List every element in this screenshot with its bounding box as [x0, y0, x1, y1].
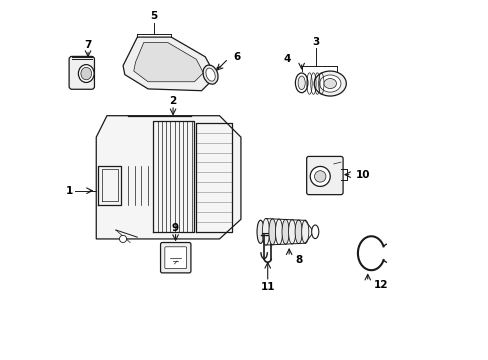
Ellipse shape	[311, 225, 318, 239]
Ellipse shape	[294, 220, 302, 244]
Ellipse shape	[313, 71, 346, 96]
Ellipse shape	[288, 220, 295, 244]
FancyBboxPatch shape	[164, 247, 186, 269]
Circle shape	[314, 171, 325, 182]
FancyBboxPatch shape	[160, 243, 190, 273]
Ellipse shape	[78, 64, 94, 82]
Polygon shape	[134, 42, 203, 82]
Text: 10: 10	[355, 170, 370, 180]
Polygon shape	[96, 116, 241, 239]
Ellipse shape	[275, 219, 282, 244]
Ellipse shape	[257, 220, 264, 243]
Ellipse shape	[262, 219, 269, 245]
Ellipse shape	[203, 65, 218, 84]
Text: 7: 7	[84, 40, 92, 50]
Ellipse shape	[295, 73, 307, 93]
Text: 8: 8	[295, 255, 302, 265]
Text: 1: 1	[66, 186, 73, 196]
Polygon shape	[123, 37, 216, 91]
Text: 4: 4	[283, 54, 290, 64]
Text: 11: 11	[260, 282, 274, 292]
Text: 2: 2	[169, 96, 176, 106]
Ellipse shape	[298, 76, 305, 90]
Text: 3: 3	[312, 37, 319, 48]
Ellipse shape	[319, 75, 340, 92]
FancyBboxPatch shape	[306, 157, 343, 195]
FancyBboxPatch shape	[69, 57, 94, 89]
Circle shape	[119, 235, 126, 243]
Ellipse shape	[81, 67, 91, 80]
Ellipse shape	[268, 219, 276, 245]
Ellipse shape	[324, 78, 336, 89]
Ellipse shape	[301, 220, 308, 243]
Text: 6: 6	[233, 52, 240, 62]
Text: 5: 5	[150, 12, 158, 21]
Text: 12: 12	[373, 280, 388, 291]
Circle shape	[309, 166, 329, 186]
Text: 9: 9	[172, 222, 179, 233]
Ellipse shape	[282, 219, 288, 244]
Ellipse shape	[205, 68, 215, 81]
